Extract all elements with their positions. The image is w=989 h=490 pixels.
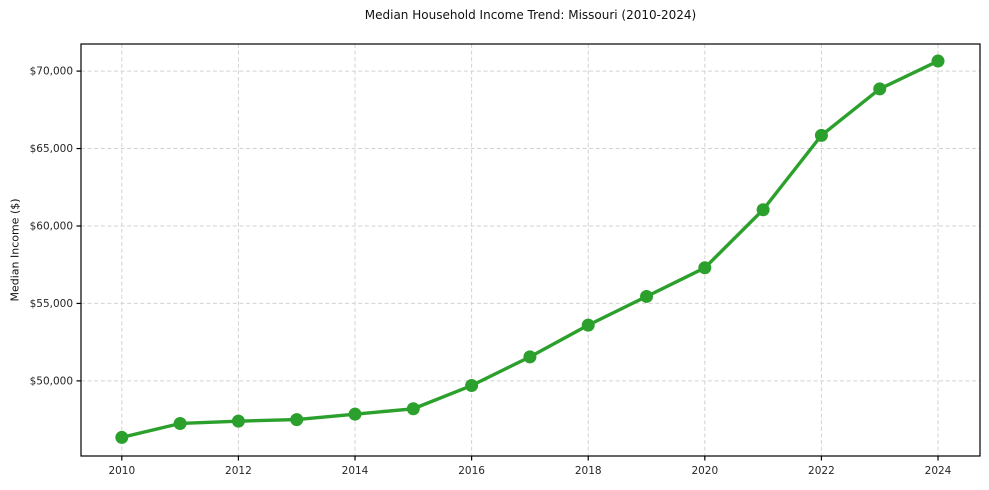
data-point-2013 <box>290 413 304 427</box>
chart-title: Median Household Income Trend: Missouri … <box>364 8 697 22</box>
data-point-2012 <box>231 414 245 428</box>
x-tick-label-2022: 2022 <box>808 465 835 477</box>
data-point-2011 <box>173 416 187 430</box>
data-point-2021 <box>756 203 770 217</box>
data-point-2024 <box>931 54 945 68</box>
y-tick-label-70000: $70,000 <box>30 66 73 78</box>
x-tick-label-2020: 2020 <box>691 465 718 477</box>
data-point-2010 <box>115 430 129 444</box>
x-tick-label-2014: 2014 <box>342 465 369 477</box>
data-point-2016 <box>465 379 479 393</box>
x-tick-label-2010: 2010 <box>108 465 135 477</box>
y-tick-label-50000: $50,000 <box>30 375 73 387</box>
y-tick-label-60000: $60,000 <box>30 220 73 232</box>
data-point-2019 <box>640 289 654 303</box>
data-point-2015 <box>406 402 420 416</box>
data-point-2022 <box>814 128 828 142</box>
x-tick-label-2012: 2012 <box>225 465 252 477</box>
x-tick-label-2024: 2024 <box>925 465 952 477</box>
data-point-2017 <box>523 350 537 364</box>
plot-border <box>80 43 981 457</box>
x-tick-label-2016: 2016 <box>458 465 485 477</box>
data-point-2014 <box>348 407 362 421</box>
y-tick-label-65000: $65,000 <box>30 143 73 155</box>
x-tick-label-2018: 2018 <box>575 465 602 477</box>
data-point-2023 <box>873 82 887 96</box>
y-tick-label-55000: $55,000 <box>30 298 73 310</box>
data-point-2020 <box>698 261 712 275</box>
data-point-2018 <box>581 318 595 332</box>
